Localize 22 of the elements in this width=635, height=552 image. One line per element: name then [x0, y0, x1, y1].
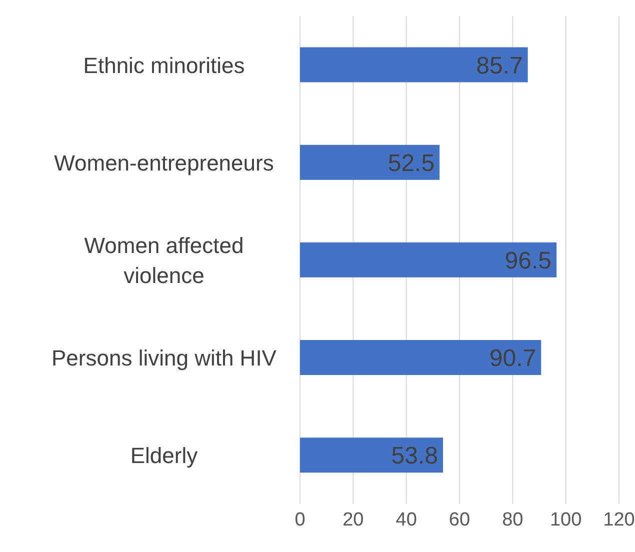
bar: [300, 242, 557, 278]
data-label: 53.8: [391, 442, 438, 470]
bar: [300, 438, 444, 473]
x-tick-label: 120: [603, 509, 635, 530]
y-tick-label: Persons living with HIV: [52, 345, 277, 370]
data-label: 52.5: [388, 150, 435, 177]
x-tick-label: 40: [396, 509, 417, 530]
x-tick-label: 0: [294, 509, 306, 530]
x-tick-label: 80: [502, 509, 524, 530]
y-tick-label: Women affected violence: [84, 232, 244, 288]
bar: [300, 340, 542, 376]
data-label: 90.7: [489, 345, 536, 372]
y-tick-label: Ethnic minorities: [83, 52, 245, 78]
bar: [300, 144, 440, 180]
x-tick-label: 60: [448, 509, 470, 530]
y-tick-label: Elderly: [130, 442, 198, 468]
data-label: 96.5: [504, 247, 552, 274]
x-tick-label: 20: [342, 509, 364, 530]
bar: [300, 47, 528, 82]
data-label: 85.7: [476, 52, 523, 80]
y-tick-label: Women-entrepreneurs: [54, 150, 274, 175]
x-tick-label: 100: [550, 509, 582, 530]
